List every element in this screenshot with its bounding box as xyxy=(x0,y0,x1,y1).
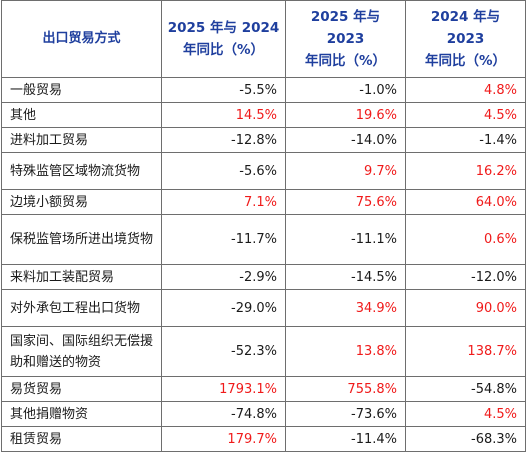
value-cell: 64.0% xyxy=(405,189,526,215)
trade-mode-cell: 边境小额贸易 xyxy=(1,189,162,215)
value-cell: -11.4% xyxy=(285,426,406,452)
value-cell: 138.7% xyxy=(405,326,526,377)
value-cell: -14.0% xyxy=(285,127,406,153)
header-line: 2025 年与 2023 xyxy=(310,9,381,47)
table-row: 对外承包工程出口货物 -29.0% 34.9% 90.0% xyxy=(1,289,526,327)
header-trade-mode: 出口贸易方式 xyxy=(1,0,162,78)
value-cell: -2.9% xyxy=(161,264,286,290)
trade-mode-cell: 特殊监管区域物流货物 xyxy=(1,152,162,190)
table-row: 进料加工贸易 -12.8% -14.0% -1.4% xyxy=(1,127,526,153)
trade-mode-cell: 其他捐赠物资 xyxy=(1,401,162,427)
table-row: 一般贸易 -5.5% -1.0% 4.8% xyxy=(1,77,526,103)
value-cell: 34.9% xyxy=(285,289,406,327)
value-cell: -11.7% xyxy=(161,214,286,265)
trade-mode-cell: 其他 xyxy=(1,102,162,128)
value-cell: 14.5% xyxy=(161,102,286,128)
table-row: 易货贸易 1793.1% 755.8% -54.8% xyxy=(1,376,526,402)
trade-mode-cell: 易货贸易 xyxy=(1,376,162,402)
table-row: 保税监管场所进出境货物 -11.7% -11.1% 0.6% xyxy=(1,214,526,265)
header-line: 年同比（%） xyxy=(304,53,387,69)
value-cell: 9.7% xyxy=(285,152,406,190)
value-cell: -68.3% xyxy=(405,426,526,452)
value-cell: 4.5% xyxy=(405,401,526,427)
table-row: 其他捐赠物资 -74.8% -73.6% 4.5% xyxy=(1,401,526,427)
value-cell: 75.6% xyxy=(285,189,406,215)
value-cell: 13.8% xyxy=(285,326,406,377)
trade-mode-cell: 一般贸易 xyxy=(1,77,162,103)
trade-mode-cell: 国家间、国际组织无偿援助和赠送的物资 xyxy=(1,326,162,377)
value-cell: 90.0% xyxy=(405,289,526,327)
header-line: 出口贸易方式 xyxy=(42,31,121,46)
table-row: 边境小额贸易 7.1% 75.6% 64.0% xyxy=(1,189,526,215)
value-cell: -5.5% xyxy=(161,77,286,103)
value-cell: -14.5% xyxy=(285,264,406,290)
table-row: 其他 14.5% 19.6% 4.5% xyxy=(1,102,526,128)
header-line: 2025 年与 2024 xyxy=(167,20,280,36)
value-cell: 4.8% xyxy=(405,77,526,103)
header-row: 出口贸易方式 2025 年与 2024 年同比（%） 2025 年与 2023 … xyxy=(1,0,526,78)
header-line: 年同比（%） xyxy=(182,42,265,58)
value-cell: 1793.1% xyxy=(161,376,286,402)
trade-mode-cell: 租赁贸易 xyxy=(1,426,162,452)
value-cell: 16.2% xyxy=(405,152,526,190)
trade-mode-cell: 来料加工装配贸易 xyxy=(1,264,162,290)
value-cell: 0.6% xyxy=(405,214,526,265)
value-cell: -11.1% xyxy=(285,214,406,265)
value-cell: -52.3% xyxy=(161,326,286,377)
value-cell: -1.0% xyxy=(285,77,406,103)
value-cell: 4.5% xyxy=(405,102,526,128)
table-row: 租赁贸易 179.7% -11.4% -68.3% xyxy=(1,426,526,452)
header-line: 2024 年与 2023 xyxy=(430,9,501,47)
header-2024-vs-2023: 2024 年与 2023 年同比（%） xyxy=(405,0,526,78)
value-cell: 179.7% xyxy=(161,426,286,452)
value-cell: -74.8% xyxy=(161,401,286,427)
table-row: 特殊监管区域物流货物 -5.6% 9.7% 16.2% xyxy=(1,152,526,190)
value-cell: -73.6% xyxy=(285,401,406,427)
table-row: 来料加工装配贸易 -2.9% -14.5% -12.0% xyxy=(1,264,526,290)
value-cell: -12.8% xyxy=(161,127,286,153)
trade-mode-cell: 对外承包工程出口货物 xyxy=(1,289,162,327)
value-cell: -5.6% xyxy=(161,152,286,190)
value-cell: -12.0% xyxy=(405,264,526,290)
table-row: 国家间、国际组织无偿援助和赠送的物资 -52.3% 13.8% 138.7% xyxy=(1,326,526,377)
value-cell: -29.0% xyxy=(161,289,286,327)
value-cell: -1.4% xyxy=(405,127,526,153)
header-line: 年同比（%） xyxy=(424,53,507,69)
value-cell: 19.6% xyxy=(285,102,406,128)
header-2025-vs-2024: 2025 年与 2024 年同比（%） xyxy=(161,0,286,78)
trade-mode-cell: 进料加工贸易 xyxy=(1,127,162,153)
trade-mode-cell: 保税监管场所进出境货物 xyxy=(1,214,162,265)
value-cell: -54.8% xyxy=(405,376,526,402)
header-2025-vs-2023: 2025 年与 2023 年同比（%） xyxy=(285,0,406,78)
value-cell: 7.1% xyxy=(161,189,286,215)
value-cell: 755.8% xyxy=(285,376,406,402)
